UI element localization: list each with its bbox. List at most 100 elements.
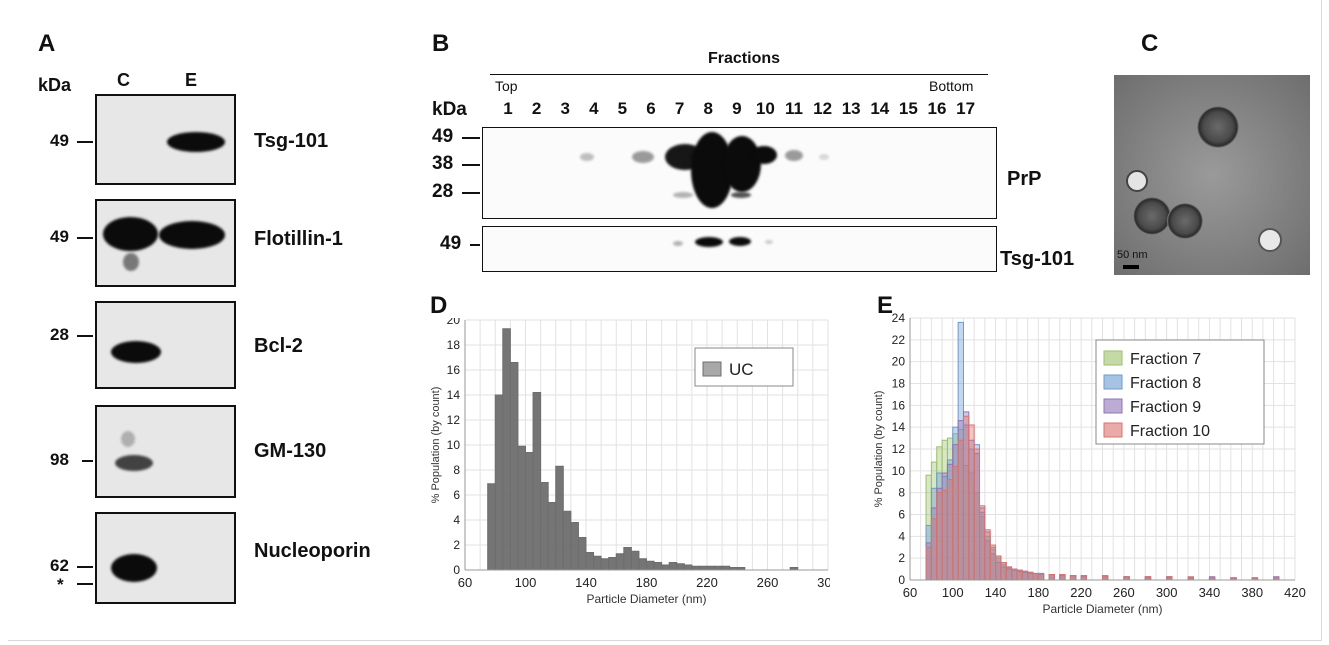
histogram-bar [623, 547, 632, 571]
histogram-bar [653, 562, 663, 571]
histogram-bar [502, 328, 511, 571]
band [785, 150, 803, 161]
x-axis-label: Particle Diameter (nm) [586, 592, 706, 606]
band [723, 136, 761, 192]
histogram-bar [562, 510, 572, 571]
marker-label: 49 [440, 233, 462, 254]
band [111, 341, 161, 363]
blot-nucleoporin [95, 512, 236, 604]
histogram-bar [1032, 572, 1039, 581]
legend-label: Fraction 10 [1130, 423, 1210, 440]
lane-number: 10 [755, 99, 775, 118]
chart-d: 60 100 140 180 220 260 300 0 2 4 6 8 10 12 14 16 18 20 Par… [430, 318, 830, 606]
histogram-bar [1021, 570, 1029, 581]
marker-tick [462, 137, 480, 139]
histogram-bar [941, 489, 948, 581]
legend-label: Fraction 7 [1130, 351, 1201, 368]
histogram-bar [615, 553, 625, 571]
legend-label: Fraction 8 [1130, 375, 1201, 392]
histogram-bar [600, 558, 610, 571]
marker-tick [462, 192, 480, 194]
marker-label: 38 [432, 153, 454, 174]
legend-swatch [1103, 350, 1123, 366]
band [159, 221, 225, 249]
marker-tick [77, 583, 93, 585]
legend-swatch [1103, 398, 1123, 414]
histogram-bar [946, 479, 954, 581]
marker-tick [462, 164, 480, 166]
x-tick-label: 380 [1241, 585, 1263, 600]
lane-number: 2 [531, 99, 542, 118]
y-tick-label: 8 [898, 486, 905, 500]
x-axis-label: Particle Diameter (nm) [1042, 602, 1162, 616]
histogram-bar [714, 565, 723, 571]
marker-label-asterisk: * [57, 575, 64, 594]
y-tick-label: 18 [892, 377, 906, 391]
vesicle [1197, 106, 1239, 148]
x-tick-label: 100 [515, 575, 537, 590]
lane-number: 15 [898, 99, 918, 118]
panel-a-letter: A [38, 30, 56, 57]
marker-label: 49 [432, 126, 454, 147]
band [123, 253, 139, 271]
band [695, 237, 723, 247]
histogram-bar [1080, 575, 1087, 581]
y-tick-label: 24 [892, 311, 906, 325]
lane-number: 1 [503, 99, 513, 118]
histogram-bar [668, 562, 678, 571]
protein-label-tsg101: Tsg-101 [254, 130, 329, 152]
x-tick-label: 220 [696, 575, 718, 590]
vesicle [1126, 170, 1148, 192]
y-tick-label: 14 [447, 388, 461, 402]
marker-tick [77, 335, 93, 337]
histogram-bar [525, 452, 534, 571]
histogram-bar [957, 439, 964, 581]
y-tick-label: 12 [447, 413, 461, 427]
histogram-bar [532, 392, 542, 571]
legend-swatch [1103, 422, 1123, 438]
marker-tick [470, 244, 480, 246]
marker-label: 98 [50, 450, 69, 469]
band [632, 151, 654, 163]
histogram-bar [608, 557, 617, 571]
y-tick-label: 2 [453, 538, 460, 552]
histogram-bar [517, 445, 526, 571]
chart-e: 60 100 140 180 220 260 300 340 380 42002468101214… [873, 311, 1306, 616]
blot-tsg101 [95, 94, 236, 185]
fractions-line [490, 74, 988, 75]
histogram-bar [721, 565, 731, 571]
y-axis-label: % Population (by count) [430, 387, 442, 504]
marker-label: 49 [50, 227, 69, 246]
histogram-bar [487, 483, 496, 571]
histogram-bar [1000, 562, 1007, 581]
x-tick-label: 260 [757, 575, 779, 590]
histogram-bar [630, 550, 640, 571]
histogram-bar [1037, 572, 1045, 581]
histogram-bar [698, 565, 708, 571]
histogram-bar [973, 448, 981, 581]
histogram-bar [593, 555, 602, 571]
y-tick-label: 16 [447, 363, 461, 377]
histogram-bar [555, 465, 564, 571]
blot-flotillin [95, 199, 236, 287]
x-tick-label: 340 [1199, 585, 1221, 600]
protein-label-gm130: GM-130 [254, 440, 327, 462]
histogram-bar [952, 465, 959, 581]
histogram-bar [1048, 574, 1055, 581]
y-tick-label: 20 [447, 318, 461, 327]
x-tick-label: 300 [817, 575, 830, 590]
tem-micrograph: 50 nm [1114, 75, 1310, 275]
panel-b-letter: B [432, 30, 450, 57]
histogram-bar [962, 415, 970, 581]
legend-swatch [702, 361, 722, 377]
y-tick-label: 4 [453, 513, 460, 527]
band [121, 431, 135, 447]
vesicle [1167, 203, 1203, 239]
panel-b-kda-label: kDa [432, 99, 467, 120]
legend-label: Fraction 9 [1130, 399, 1201, 416]
lane-number: 3 [560, 99, 570, 118]
histogram-bar [691, 565, 700, 571]
histogram-bar [1069, 575, 1077, 581]
marker-label: 49 [50, 131, 69, 150]
band [580, 153, 594, 161]
